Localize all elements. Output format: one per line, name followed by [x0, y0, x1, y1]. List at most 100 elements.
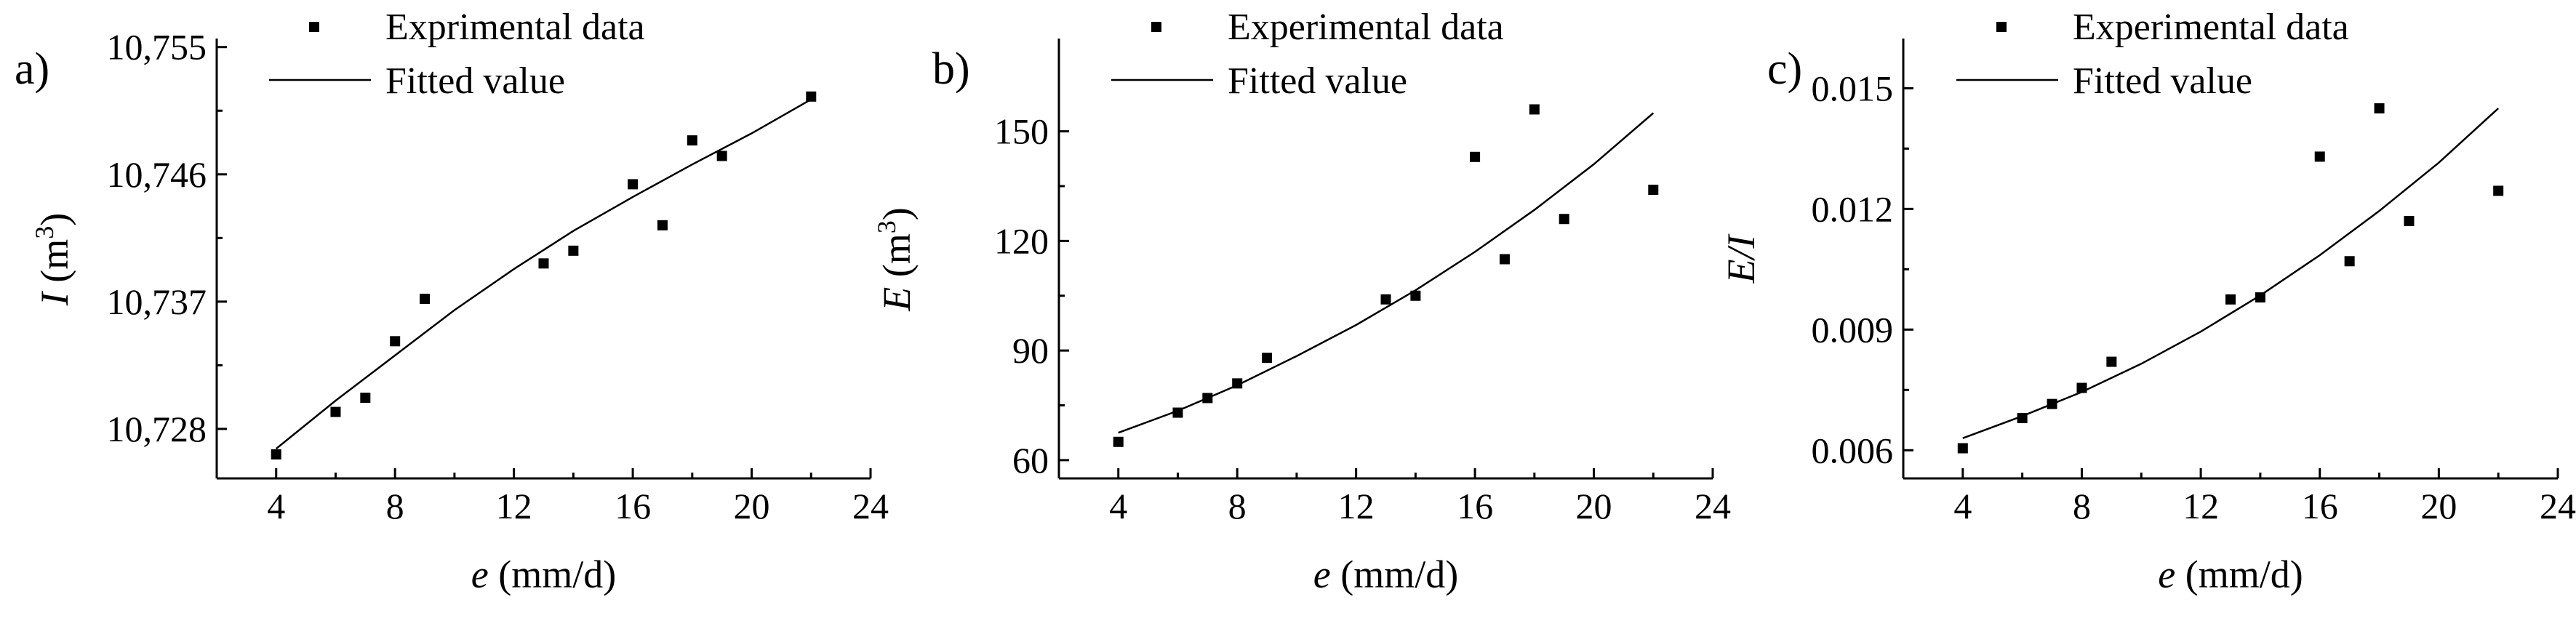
x-axis-label-unit: (mm/d): [489, 553, 616, 596]
y-tick-label: 10,728: [107, 409, 207, 449]
data-point: [1499, 254, 1510, 265]
y-tick-label: 120: [994, 220, 1049, 261]
y-axis-label-unit: (m: [875, 233, 919, 287]
data-point: [2076, 382, 2087, 393]
fitted-curve: [1118, 112, 1655, 434]
y-axis-label-superscript: 3: [30, 226, 59, 239]
y-axis-label-superscript: 3: [872, 220, 901, 233]
x-tick-label: 12: [496, 486, 532, 526]
data-point: [2255, 292, 2265, 303]
y-tick-label: 60: [1012, 440, 1049, 481]
legend-marker-points: [1996, 22, 2007, 32]
x-axis-label-var: e: [1313, 553, 1331, 596]
data-point: [2225, 294, 2236, 305]
data-point: [330, 406, 341, 417]
fitted-curve: [275, 98, 812, 450]
x-axis-label-unit: (mm/d): [2175, 553, 2303, 596]
data-point: [806, 91, 817, 102]
x-tick-label: 12: [2183, 486, 2219, 526]
legend-label-fit: Fitted value: [2073, 60, 2252, 102]
data-point: [1113, 436, 1124, 447]
x-tick-label: 16: [1457, 486, 1493, 526]
y-tick-label: 0.015: [1812, 68, 1894, 108]
y-tick-label: 150: [994, 111, 1049, 152]
x-axis-label: e (mm/d): [2158, 553, 2303, 596]
panel-label: c): [1767, 44, 1802, 94]
x-tick-label: 24: [2540, 486, 2576, 526]
y-axis-label-unit: (m: [33, 239, 76, 293]
legend-label-points: Experimental data: [2073, 7, 2349, 48]
y-tick-label: 90: [1012, 330, 1049, 371]
y-axis-label-var: E/I: [1719, 233, 1763, 284]
x-tick-label: 8: [2073, 486, 2091, 526]
data-point: [1529, 104, 1540, 115]
legend-marker-points: [309, 22, 319, 32]
y-axis-label-var: E: [875, 287, 919, 312]
x-tick-label: 8: [386, 486, 404, 526]
x-tick-label: 16: [615, 486, 651, 526]
data-point: [568, 245, 579, 256]
x-tick-label: 4: [267, 486, 285, 526]
y-tick-label: 0.009: [1812, 309, 1894, 350]
data-point: [1172, 407, 1183, 418]
chart-panel-c: c) 4 8 12 16 20 24 0.006 0.009 0.012 0.015 e (mm/d)…: [1719, 7, 2576, 596]
panel-label: b): [932, 44, 970, 94]
data-point: [1380, 294, 1391, 305]
y-tick-label: 10,755: [107, 27, 207, 68]
x-axis-label-var: e: [471, 553, 489, 596]
data-point: [657, 220, 668, 230]
x-tick-label: 20: [734, 486, 770, 526]
data-point: [1648, 185, 1659, 196]
data-point: [716, 151, 727, 161]
x-axis-label-var: e: [2158, 553, 2175, 596]
x-axis-label: e (mm/d): [1313, 553, 1458, 596]
x-tick-label: 8: [1228, 486, 1247, 526]
y-tick-label: 10,737: [107, 281, 207, 322]
data-point: [1410, 290, 1421, 301]
x-tick-label: 4: [1953, 486, 1972, 526]
y-tick-label: 0.012: [1812, 188, 1894, 229]
data-point: [1559, 214, 1569, 225]
y-axis-label-close: ): [33, 213, 76, 226]
data-point: [1957, 443, 1968, 454]
data-point: [687, 135, 697, 146]
x-tick-label: 20: [2420, 486, 2457, 526]
data-point: [2314, 151, 2325, 162]
fitted-curve: [1962, 108, 2500, 439]
data-point: [360, 393, 371, 404]
x-tick-label: 24: [852, 486, 889, 526]
data-point: [2404, 215, 2415, 226]
data-point: [1262, 353, 1273, 364]
data-point: [2017, 413, 2028, 424]
y-axis-label: I (m3): [30, 213, 76, 306]
data-point: [1232, 378, 1243, 389]
x-tick-label: 4: [1109, 486, 1127, 526]
chart-panel-a: a) 4 8 12 16 20 24 10,728 10,737 10,746 10,755 e (m…: [15, 7, 889, 596]
x-axis-label-unit: (mm/d): [1331, 553, 1458, 596]
legend-label-fit: Fitted value: [1228, 60, 1407, 102]
legend-label-points: Experimental data: [1228, 7, 1504, 48]
legend-label-fit: Fitted value: [385, 60, 565, 102]
data-point: [2047, 398, 2057, 409]
data-point: [1202, 393, 1213, 404]
x-tick-label: 16: [2302, 486, 2338, 526]
x-tick-label: 12: [1338, 486, 1375, 526]
data-point: [2106, 356, 2117, 367]
y-tick-label: 10,746: [107, 154, 207, 195]
x-tick-label: 20: [1576, 486, 1612, 526]
y-axis-label: E/I: [1719, 233, 1763, 284]
data-point: [1470, 151, 1481, 162]
data-point: [420, 293, 431, 304]
panel-label: a): [15, 44, 49, 94]
data-point: [2493, 185, 2504, 196]
data-point: [628, 179, 639, 190]
data-point: [390, 336, 401, 347]
y-tick-label: 0.006: [1812, 430, 1894, 470]
legend-label-points: Exprimental data: [385, 7, 645, 48]
x-axis-label: e (mm/d): [471, 553, 616, 596]
data-point: [2374, 103, 2385, 114]
y-axis-label-var: I: [33, 290, 76, 306]
y-axis-label-close: ): [875, 207, 919, 220]
legend-marker-points: [1151, 22, 1161, 32]
